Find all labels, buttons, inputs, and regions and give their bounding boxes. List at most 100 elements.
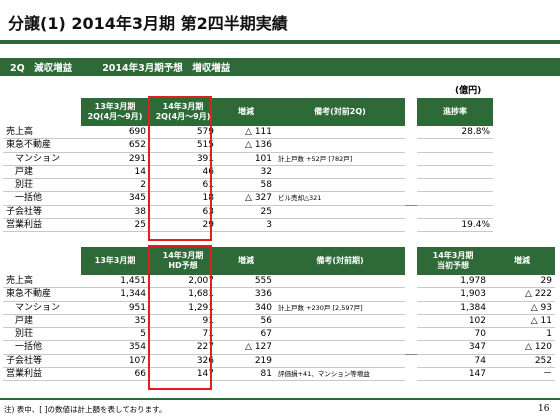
value-fy14-forecast: 147: [149, 367, 217, 382]
value-fy14-2q: 61: [149, 178, 217, 193]
summary-band: 2Q 減収増益 2014年3月期予想 増収増益: [0, 58, 560, 76]
remark-cell: ビル売却△321: [275, 191, 405, 206]
value-change-vs-initial: △ 222: [489, 287, 555, 302]
spacer-cell: [405, 192, 417, 205]
value-fy14-forecast: 91: [149, 314, 217, 329]
row-label: 戸建: [3, 165, 81, 180]
progress-rate: [417, 178, 493, 193]
spacer-cell: [405, 328, 417, 341]
table-row: 営業利益 66 147 81 評価損+41、マンション等増益 147 －: [3, 367, 555, 382]
progress-rate: 28.8%: [417, 126, 493, 140]
value-fy14-forecast: 2,007: [149, 275, 217, 289]
row-label: マンション: [3, 301, 81, 315]
remark-cell: [275, 327, 405, 342]
value-fy13-2q: 25: [81, 218, 149, 233]
table1-header-row: 13年3月期 2Q(4月～9月) 14年3月期 2Q(4月～9月) 増減 備考(対前…: [3, 98, 493, 126]
progress-rate: 19.4%: [417, 218, 493, 233]
row-label: 子会社等: [3, 353, 81, 368]
table-row: マンション 951 1,291 340 計上戸数 +230戸 [2,597戸] 1,384…: [3, 301, 555, 315]
table-row: 一括他 345 18 △ 327 ビル売却△321: [3, 191, 493, 206]
value-change: 32: [217, 165, 275, 180]
spacer-cell: [405, 126, 417, 139]
spacer-cell: [405, 275, 417, 288]
page-title: 分譲(1) 2014年3月期 第2四半期実績: [8, 14, 288, 33]
spacer-cell: [405, 341, 417, 354]
spacer-cell: [405, 314, 417, 327]
value-fy14-forecast: 71: [149, 327, 217, 342]
value-initial-forecast: 347: [417, 340, 489, 355]
table-row: 子会社等 38 63 25: [3, 204, 493, 219]
table-row: 売上高 690 579 △ 111 28.8%: [3, 126, 493, 140]
remark-cell: [275, 138, 405, 153]
progress-rate: [417, 152, 493, 166]
value-change: 67: [217, 327, 275, 342]
value-fy13: 5: [81, 327, 149, 342]
progress-rate: [417, 165, 493, 180]
value-fy14-2q: 579: [149, 126, 217, 140]
value-change: △ 136: [217, 138, 275, 153]
table-row: 子会社等 107 326 219 74 252: [3, 353, 555, 368]
value-change: 81: [217, 367, 275, 382]
row-label: 戸建: [3, 314, 81, 329]
spacer-cell: [405, 152, 417, 165]
footer-rule: [0, 398, 560, 400]
row-label: 東急不動産: [3, 287, 81, 302]
row-label: 東急不動産: [3, 138, 81, 153]
remark-cell: 評価損+41、マンション等増益: [275, 367, 405, 382]
table-row: 東急不動産 652 515 △ 136: [3, 138, 493, 153]
value-initial-forecast: 1,978: [417, 275, 489, 289]
value-initial-forecast: 102: [417, 314, 489, 329]
row-label: 別荘: [3, 327, 81, 342]
page-number: 16: [538, 404, 550, 414]
value-fy14-forecast: 1,291: [149, 301, 217, 315]
remark-cell: 計上戸数 +52戸 [782戸]: [275, 152, 405, 166]
value-fy14-2q: 46: [149, 165, 217, 180]
value-fy14-forecast: 1,681: [149, 287, 217, 302]
spacer-cell: [405, 367, 417, 380]
value-fy13-2q: 690: [81, 126, 149, 140]
value-fy13: 951: [81, 301, 149, 315]
remark-cell: [275, 218, 405, 233]
value-change: △ 127: [217, 340, 275, 355]
title-rule: [0, 40, 560, 44]
header-change: 増減: [217, 98, 275, 126]
remark-cell: [275, 314, 405, 329]
spacer-cell: [405, 179, 417, 192]
header-remarks: 備考(対前期): [275, 247, 405, 275]
remark-cell: [275, 178, 405, 193]
table-row: 別荘 2 61 58: [3, 178, 493, 193]
remark-cell: [275, 204, 405, 219]
value-change: △ 327: [217, 191, 275, 206]
unit-label: (億円): [455, 86, 482, 96]
value-fy13-2q: 652: [81, 138, 149, 153]
band-right-text: 2014年3月期予想 増収増益: [102, 63, 231, 74]
header-change: 増減: [217, 247, 275, 275]
table-row: 東急不動産 1,344 1,681 336 1,903 △ 222: [3, 287, 555, 302]
header-fy14-hd-forecast: 14年3月期 HD予想: [149, 247, 217, 275]
row-label: 子会社等: [3, 204, 81, 219]
value-change: 3: [217, 218, 275, 233]
table2-header-row: 13年3月期 14年3月期 HD予想 増減 備考(対前期) 14年3月期 当初予想 …: [3, 247, 555, 275]
footnote: 注) 表中、[ ]の数値は計上額を表しております。: [4, 405, 167, 414]
remark-cell: [275, 340, 405, 355]
spacer-cell: [405, 165, 417, 178]
value-change: 555: [217, 275, 275, 289]
value-initial-forecast: 74: [417, 353, 489, 368]
value-change-vs-initial: 252: [489, 353, 555, 368]
header-progress-rate: 進捗率: [417, 98, 493, 126]
value-fy13-2q: 14: [81, 165, 149, 180]
value-change-vs-initial: －: [489, 367, 555, 382]
table-row: 売上高 1,451 2,007 555 1,978 29: [3, 275, 555, 289]
progress-rate: [417, 138, 493, 153]
table-row: 戸建 14 46 32: [3, 165, 493, 180]
value-change: 336: [217, 287, 275, 302]
row-label: 一括他: [3, 191, 81, 206]
value-fy14-2q: 63: [149, 204, 217, 219]
value-change-vs-initial: 29: [489, 275, 555, 289]
remark-cell: [275, 165, 405, 180]
spacer-cell: [405, 204, 417, 219]
table-row: 営業利益 25 29 3 19.4%: [3, 218, 493, 233]
value-change: 56: [217, 314, 275, 329]
value-fy14-2q: 391: [149, 152, 217, 166]
header-change-vs-initial: 増減: [489, 247, 555, 275]
